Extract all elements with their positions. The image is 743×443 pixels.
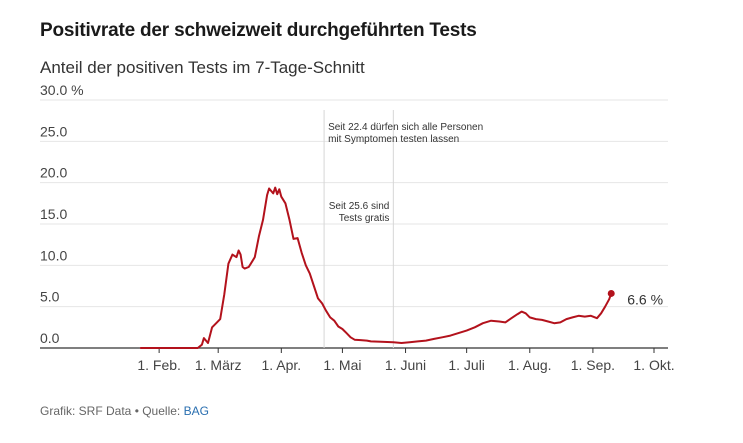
end-value-label: 6.6 % bbox=[627, 291, 663, 307]
series-line bbox=[139, 186, 613, 349]
footer-credit: Grafik: SRF Data • Quelle: bbox=[40, 404, 184, 418]
x-tick-label: 1. Sep. bbox=[571, 357, 615, 373]
annotation-text: Seit 22.4 dürfen sich alle Personen bbox=[328, 122, 483, 133]
annotation-text: mit Symptomen testen lassen bbox=[328, 134, 459, 145]
x-tick-label: 1. Aug. bbox=[508, 357, 552, 373]
gridlines bbox=[40, 99, 668, 349]
x-tick-label: 1. Okt. bbox=[633, 357, 674, 373]
y-tick-label: 30.0 % bbox=[40, 82, 84, 98]
y-tick-label: 20.0 bbox=[40, 165, 67, 181]
end-point-marker bbox=[607, 289, 615, 297]
x-tick-label: 1. Apr. bbox=[261, 357, 301, 373]
y-tick-label: 5.0 bbox=[40, 289, 60, 305]
x-tick-label: 1. März bbox=[195, 357, 242, 373]
chart-subtitle: Anteil der positiven Tests im 7-Tage-Sch… bbox=[40, 58, 365, 77]
y-tick-label: 0.0 bbox=[40, 330, 60, 346]
annotation-text: Seit 25.6 sind bbox=[329, 201, 390, 212]
chart-title: Positivrate der schweizweit durchgeführt… bbox=[40, 20, 477, 41]
series-group: 6.6 % bbox=[139, 186, 663, 349]
x-tick-label: 1. Juli bbox=[448, 357, 485, 373]
y-tick-label: 25.0 bbox=[40, 123, 67, 139]
x-axis-ticks: 1. Feb. 1. März 1. Apr. 1. Mai 1. Juni 1. Jul… bbox=[137, 348, 675, 373]
line-chart: 0.0 5.0 10.0 15.0 20.0 25.0 30.0 % 1. Feb. 1. M… bbox=[40, 82, 675, 373]
y-tick-label: 10.0 bbox=[40, 247, 67, 263]
x-tick-label: 1. Feb. bbox=[137, 357, 181, 373]
x-tick-label: 1. Juni bbox=[385, 357, 426, 373]
annotation-text: Tests gratis bbox=[339, 213, 390, 224]
y-tick-label: 15.0 bbox=[40, 206, 67, 222]
footer: Grafik: SRF Data • Quelle: BAG bbox=[40, 404, 209, 418]
x-tick-label: 1. Mai bbox=[323, 357, 361, 373]
y-axis-ticks: 0.0 5.0 10.0 15.0 20.0 25.0 30.0 % bbox=[40, 82, 84, 346]
annotation-lines bbox=[323, 110, 394, 348]
source-link[interactable]: BAG bbox=[183, 404, 209, 418]
